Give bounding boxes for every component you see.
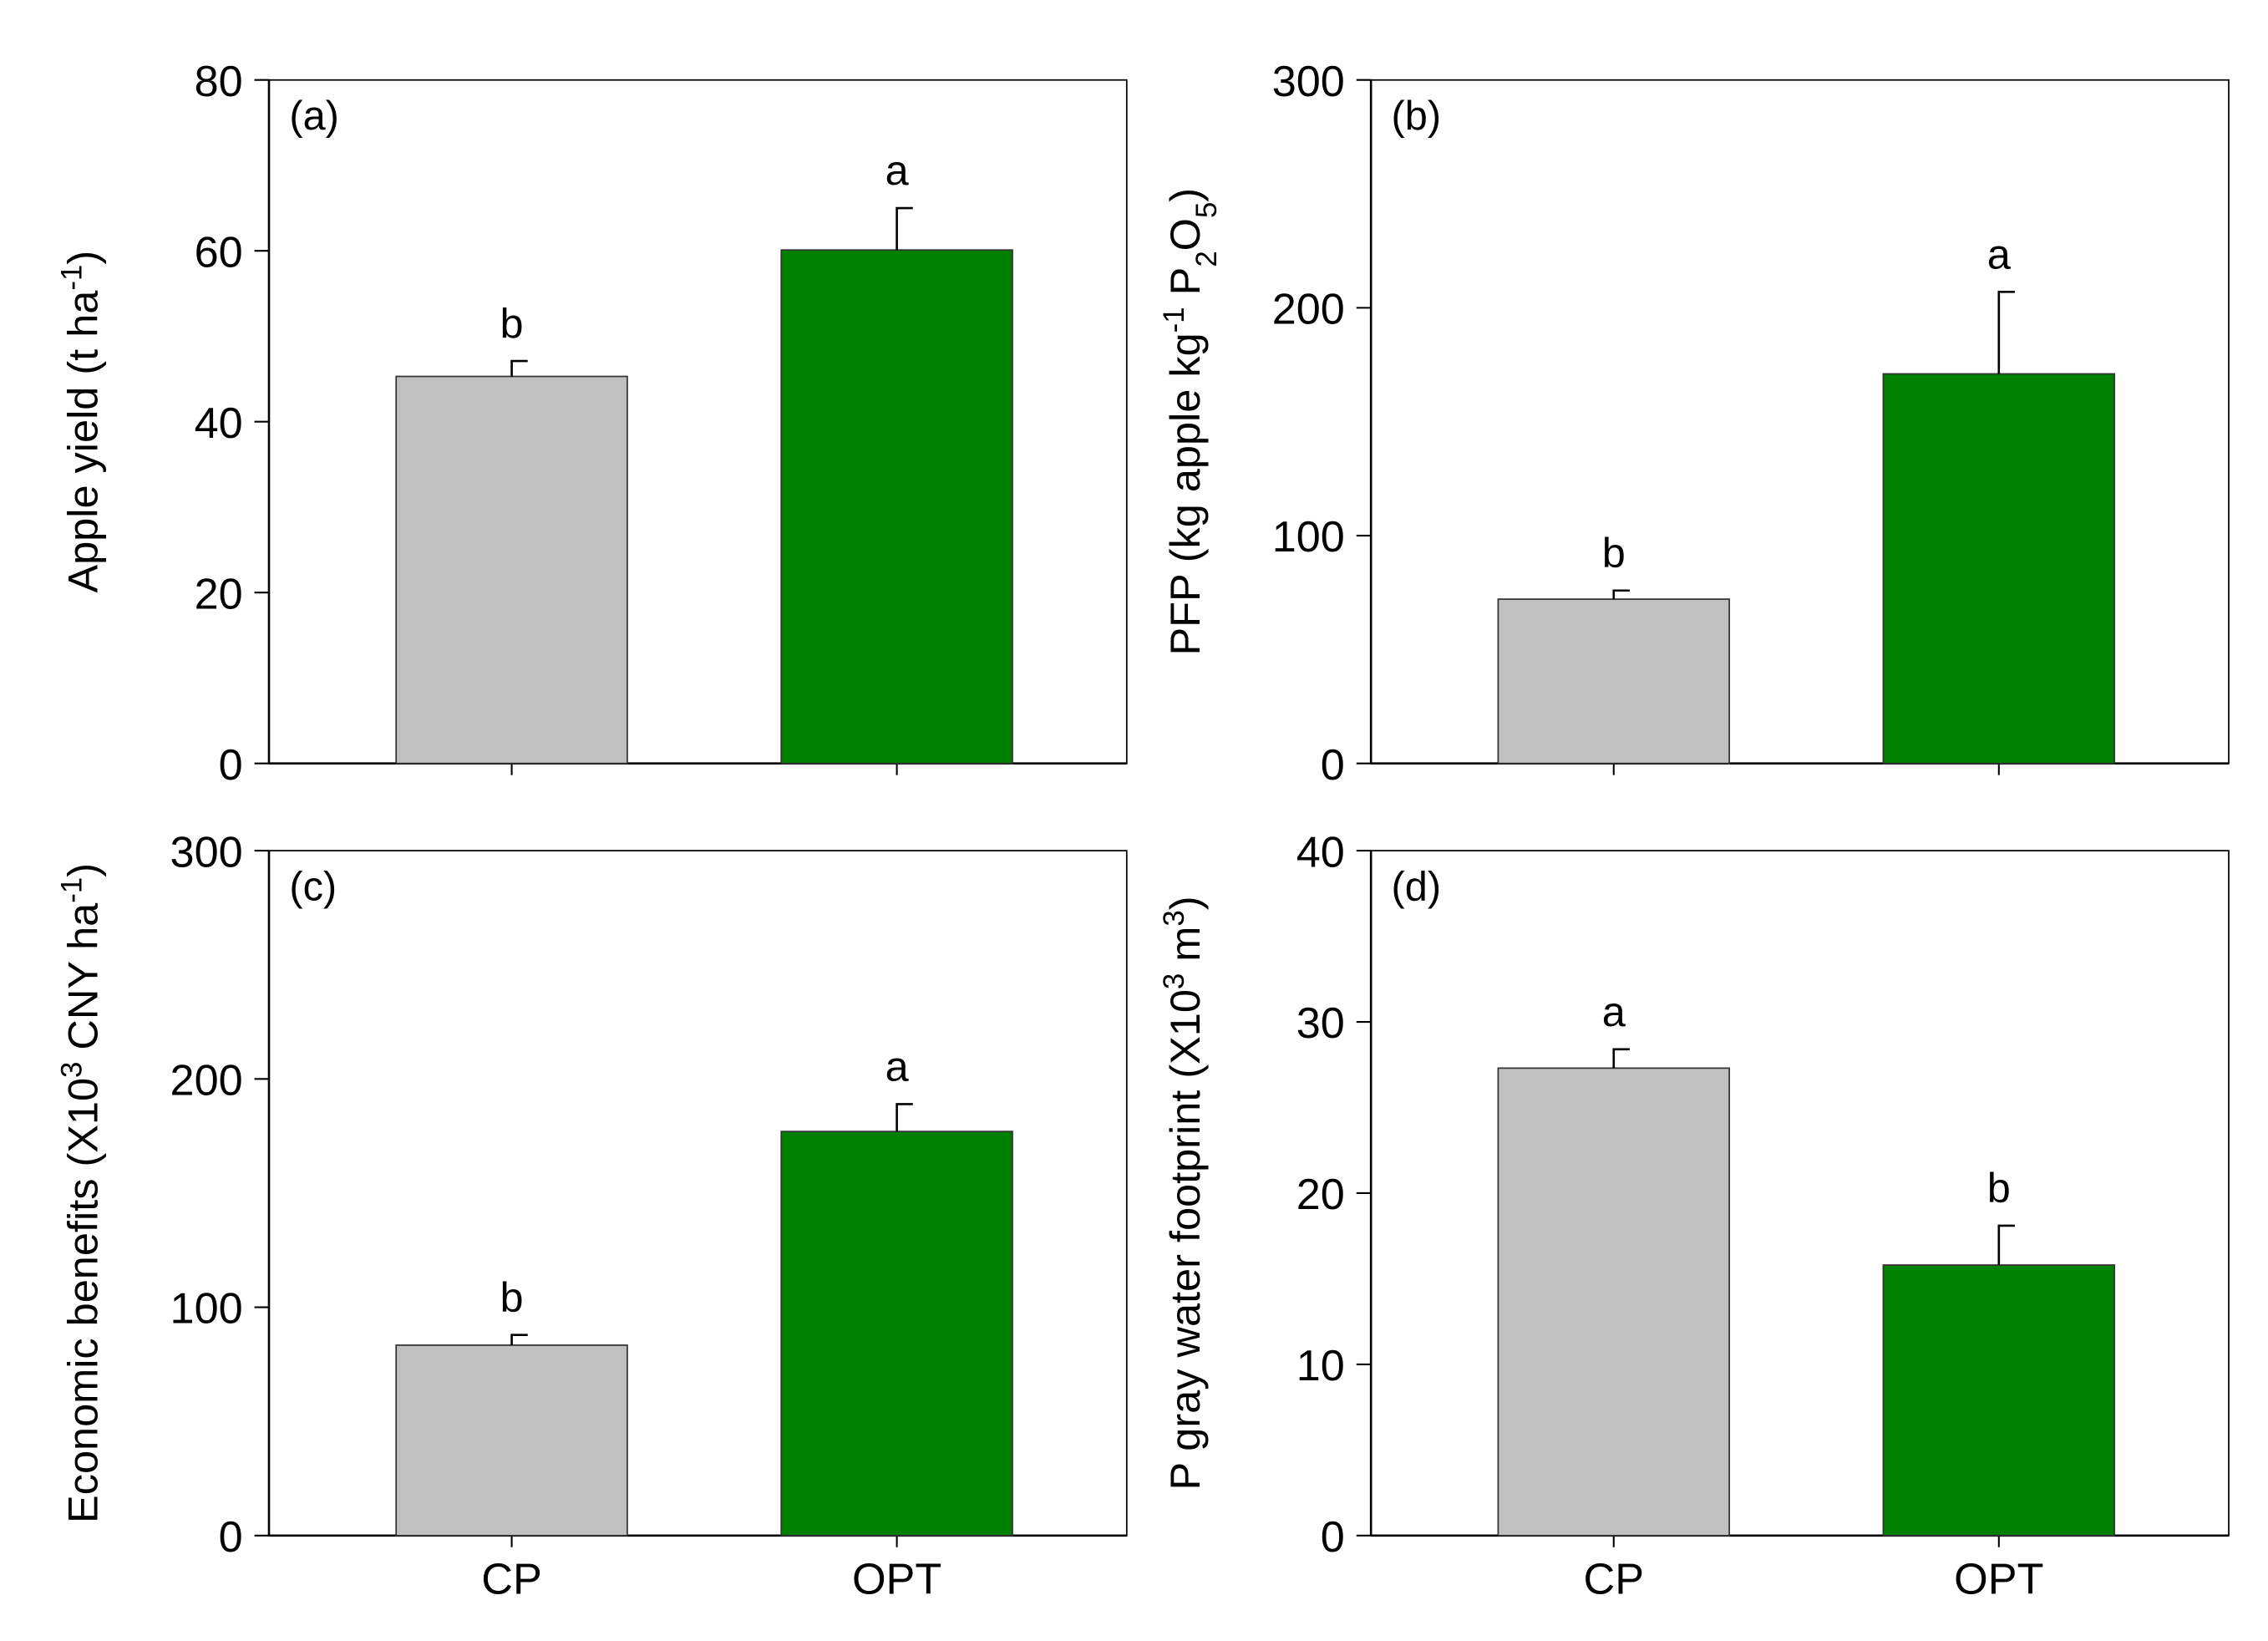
y-axis-label-part: ) [1161,188,1209,202]
y-axis-label-part: -1 [1157,307,1190,333]
y-axis-label-part: O [1161,218,1209,251]
y-axis-label-part: CNY ha [59,902,107,1062]
y-axis-label-part: m [1161,927,1209,973]
y-axis-label-part: -1 [55,265,88,291]
y-axis-label: PFP (kg apple kg-1 P2O5) [1157,188,1222,656]
significance-letter: b [1987,1164,2011,1212]
y-axis-label-part: 3 [1157,910,1190,926]
y-tick-label: 40 [1296,828,1345,876]
y-axis-label-part: ) [59,251,107,265]
y-tick-label: 20 [1296,1171,1345,1219]
bar [1882,1264,2116,1537]
error-bar [1997,290,2015,374]
y-tick-label: 0 [219,741,243,790]
error-bar [896,1103,913,1132]
y-tick-label: 0 [1321,1513,1345,1562]
y-tick-label: 30 [1296,999,1345,1048]
y-tick-label: 100 [1272,513,1345,561]
panel-label: (d) [1392,864,1442,909]
y-axis-label-part: PFP (kg apple kg [1161,333,1209,655]
significance-letter: a [885,1043,910,1090]
significance-letter: b [500,299,524,347]
y-axis-label-part: 3 [1157,973,1190,989]
significance-letter: a [1987,230,2012,277]
bar [1882,373,2116,765]
error-bar [896,206,913,251]
y-tick-label: 200 [170,1056,243,1105]
panel-label: (c) [289,864,337,909]
y-axis-label-part: -1 [55,877,88,903]
x-tick-label: CP [481,1555,542,1603]
panel-label: (a) [289,94,339,139]
y-axis-label-part: ) [59,863,107,877]
bar [395,375,628,765]
bar [395,1344,628,1537]
y-axis-label-part: Economic benefits (X10 [59,1078,107,1523]
error-bar [1997,1224,2015,1266]
y-tick-label: 60 [195,228,243,277]
y-tick-label: 10 [1296,1342,1345,1390]
y-axis-label-part: P gray water footprint (X10 [1161,989,1209,1490]
y-tick-label: 100 [170,1285,243,1334]
error-bar [1612,1048,1630,1069]
y-tick-label: 40 [195,399,243,448]
y-tick-label: 300 [170,828,243,876]
bar [780,249,1013,765]
y-axis-label-part: 2 [1190,251,1222,267]
x-tick-label: OPT [1954,1555,2043,1603]
y-axis-label-part: 3 [55,1062,88,1078]
panel: 0 100 200 300 (c) Economic benefits (X103 CNY… [55,828,1128,1603]
panel-label: (b) [1392,94,1442,139]
significance-letter: b [1602,529,1626,577]
y-tick-label: 20 [195,570,243,618]
bar [1497,598,1730,765]
y-axis-label-part: ) [1161,896,1209,910]
significance-letter: a [1602,988,1626,1035]
y-axis-label-part: P [1161,267,1209,307]
panel: 0 20 40 60 80 (a) Apple yield (t ha-1) b a [55,58,1128,790]
y-axis-label: P gray water footprint (X103 m3) [1157,896,1208,1490]
y-tick-label: 0 [1321,741,1345,790]
x-tick-label: OPT [852,1555,941,1603]
y-tick-label: 200 [1272,286,1345,334]
bar [1497,1067,1730,1537]
y-axis-label: Apple yield (t ha-1) [55,251,107,593]
bar [780,1130,1013,1537]
error-bar [510,1334,528,1345]
y-tick-label: 80 [195,58,243,106]
y-axis-label-part: 5 [1190,202,1222,218]
y-tick-label: 300 [1272,58,1345,106]
error-bar [510,359,528,377]
y-axis-label: Economic benefits (X103 CNY ha-1) [55,863,106,1523]
significance-letter: a [885,146,910,194]
x-tick-label: CP [1584,1555,1645,1603]
y-axis-label-part: Apple yield (t ha [59,290,107,593]
y-tick-label: 0 [219,1513,243,1562]
significance-letter: b [500,1273,524,1321]
error-bar [1612,589,1630,600]
panel: 0 100 200 300 (b) PFP (kg apple kg-1 P2O5) b a [1157,58,2230,790]
